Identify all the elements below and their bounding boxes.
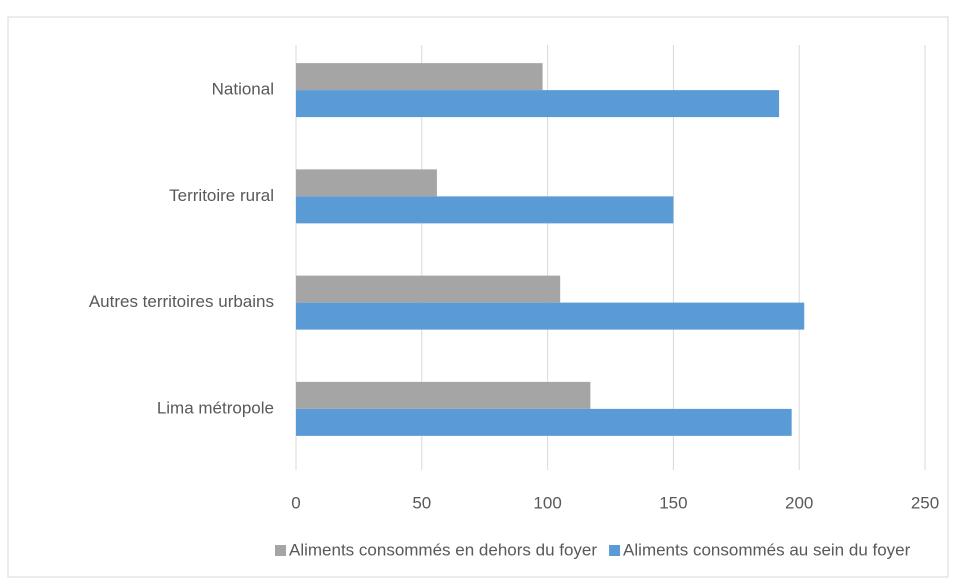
- x-tick-label: 100: [533, 493, 561, 512]
- y-tick-label: National: [212, 80, 274, 99]
- legend-label: Aliments consommés en dehors du foyer: [289, 540, 597, 559]
- legend-swatch: [275, 545, 286, 556]
- bar: [296, 169, 437, 197]
- legend-swatch: [609, 545, 621, 556]
- bar: [296, 302, 805, 330]
- bar: [296, 275, 561, 303]
- x-tick-label: 50: [412, 493, 431, 512]
- legend-label: Aliments consommés au sein du foyer: [623, 540, 911, 559]
- bar: [296, 408, 792, 436]
- x-tick-label: 250: [911, 493, 939, 512]
- y-tick-label: Autres territoires urbains: [89, 292, 274, 311]
- bar: [296, 63, 543, 91]
- bar: [296, 196, 674, 224]
- y-tick-label: Territoire rural: [169, 186, 274, 205]
- x-tick-label: 200: [785, 493, 813, 512]
- y-tick-label: Lima métropole: [157, 398, 274, 417]
- bar: [296, 90, 780, 118]
- x-tick-label: 0: [291, 493, 300, 512]
- x-tick-label: 150: [659, 493, 687, 512]
- bar: [296, 381, 591, 409]
